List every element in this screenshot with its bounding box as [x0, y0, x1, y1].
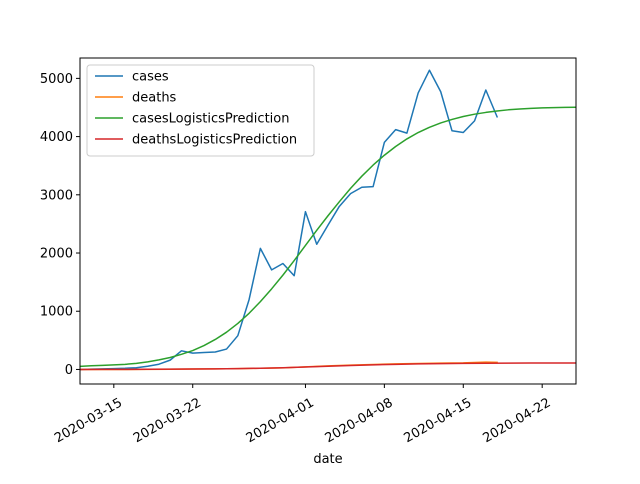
y-tick-label: 4000: [40, 130, 73, 145]
legend-label-deaths: deaths: [132, 91, 177, 106]
x-tick-label: 2020-04-08: [323, 395, 396, 446]
series-line-casesLogisticsPrediction: [80, 106, 576, 368]
series-line-deathsLogisticsPrediction: [80, 362, 576, 371]
y-axis: 0 1000 2000 3000 4000 5000: [40, 72, 80, 378]
x-tick-label: 2020-03-15: [52, 395, 125, 446]
plot-area: [80, 69, 576, 371]
y-tick-label: 3000: [40, 188, 73, 203]
series-line-cases: [80, 69, 499, 371]
y-tick-label: 2000: [40, 247, 73, 262]
y-tick-label: 1000: [40, 305, 73, 320]
x-tick-label: 2020-04-15: [402, 395, 475, 446]
x-axis: 2020-03-15 2020-03-22 2020-04-01 2020-04-08…: [52, 384, 553, 446]
legend-label-casesLogisticsPrediction: casesLogisticsPrediction: [132, 112, 289, 127]
y-tick-label: 0: [65, 363, 73, 378]
x-tick-label: 2020-03-22: [131, 395, 204, 446]
legend-label-cases: cases: [132, 70, 169, 85]
x-tick-label: 2020-04-01: [244, 395, 317, 446]
legend: cases deaths casesLogisticsPrediction death…: [86, 64, 315, 157]
axes-frame: [79, 57, 577, 385]
x-axis-title: date: [313, 452, 342, 467]
y-tick-label: 5000: [40, 72, 73, 87]
x-tick-label: 2020-04-22: [480, 395, 553, 446]
legend-label-deathsLogisticsPrediction: deathsLogisticsPrediction: [132, 133, 297, 148]
legend-box: [86, 64, 315, 157]
